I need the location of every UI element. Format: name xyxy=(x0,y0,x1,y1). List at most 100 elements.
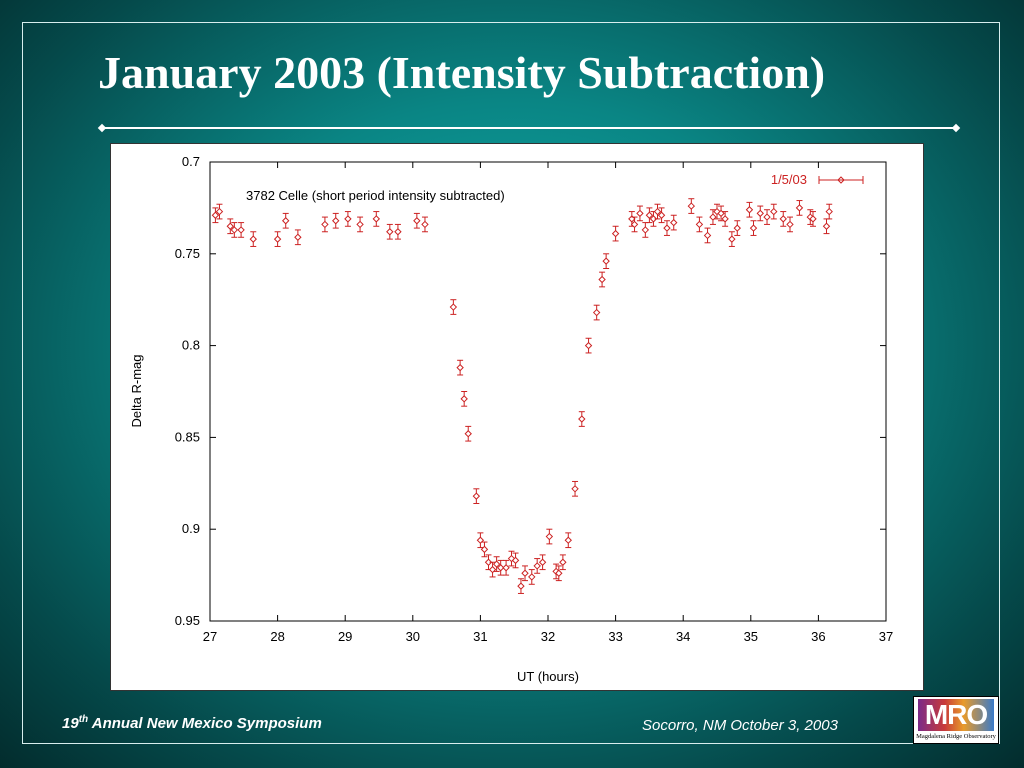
data-point xyxy=(472,488,481,504)
y-tick-label: 0.7 xyxy=(182,154,200,169)
point-marker xyxy=(344,215,352,223)
point-marker xyxy=(372,215,381,223)
data-point xyxy=(528,569,536,585)
data-point xyxy=(571,480,579,497)
point-marker xyxy=(394,228,402,236)
data-point xyxy=(273,231,282,247)
point-marker xyxy=(294,233,302,241)
legend-label: 1/5/03 xyxy=(771,172,807,187)
data-point xyxy=(822,218,831,235)
point-marker xyxy=(464,430,472,438)
data-point xyxy=(584,337,593,354)
point-marker xyxy=(538,558,547,566)
point-marker xyxy=(649,215,658,223)
data-point xyxy=(779,211,787,227)
data-point xyxy=(663,220,671,236)
point-marker xyxy=(555,569,563,577)
legend: 1/5/03 xyxy=(771,172,864,187)
data-point xyxy=(695,216,704,233)
data-point xyxy=(703,227,712,244)
point-marker xyxy=(825,207,833,216)
x-tick-label: 36 xyxy=(811,629,825,644)
data-point xyxy=(211,207,220,224)
point-marker xyxy=(230,226,239,234)
x-tick-label: 27 xyxy=(203,629,217,644)
data-point xyxy=(578,411,586,427)
point-marker xyxy=(533,562,541,570)
data-point xyxy=(592,304,601,321)
point-marker xyxy=(763,213,771,221)
point-marker xyxy=(657,211,666,219)
data-points xyxy=(211,198,833,594)
point-marker xyxy=(687,202,696,210)
point-marker xyxy=(492,560,501,568)
point-marker xyxy=(721,215,729,223)
mro-logo: MRO Magdalena Ridge Observatory xyxy=(913,696,999,744)
point-marker xyxy=(598,275,606,284)
data-point xyxy=(282,212,290,229)
point-marker xyxy=(592,308,601,317)
data-point xyxy=(294,229,302,246)
y-tick-label: 0.85 xyxy=(175,429,200,444)
point-marker xyxy=(249,235,257,243)
data-point xyxy=(502,559,510,576)
point-marker xyxy=(602,257,610,265)
point-marker xyxy=(745,206,754,214)
data-point xyxy=(545,528,554,545)
data-point xyxy=(421,216,429,233)
point-marker xyxy=(528,573,536,581)
data-point xyxy=(564,532,572,549)
data-point xyxy=(492,556,501,572)
data-point xyxy=(517,578,525,594)
point-marker xyxy=(630,220,639,229)
data-point xyxy=(484,554,493,571)
data-point xyxy=(636,205,644,222)
x-axis-label: UT (hours) xyxy=(517,669,579,684)
y-tick-label: 0.9 xyxy=(182,521,200,536)
logo-letters: MRO xyxy=(918,699,994,731)
point-marker xyxy=(822,222,831,230)
y-tick-label: 0.95 xyxy=(175,613,200,628)
point-marker xyxy=(226,222,234,230)
point-marker xyxy=(480,545,489,554)
data-point xyxy=(645,207,654,224)
point-marker xyxy=(282,217,290,225)
y-tick-label: 0.8 xyxy=(182,338,200,353)
point-marker xyxy=(421,220,429,229)
x-tick-label: 30 xyxy=(406,629,420,644)
x-tick-label: 31 xyxy=(473,629,487,644)
point-marker xyxy=(786,220,794,229)
point-marker xyxy=(273,235,282,243)
data-point xyxy=(795,200,804,216)
x-ticks: 27 28 29 30 31 32 33 34 35 36 37 xyxy=(203,162,893,644)
point-marker xyxy=(571,485,579,493)
point-marker xyxy=(511,556,520,565)
point-marker xyxy=(695,220,704,229)
data-point xyxy=(321,216,329,233)
point-marker xyxy=(545,532,554,541)
data-point xyxy=(602,253,610,269)
data-point xyxy=(733,220,741,236)
x-tick-label: 33 xyxy=(608,629,622,644)
data-point xyxy=(386,223,394,240)
data-point xyxy=(770,203,778,220)
data-point xyxy=(749,220,758,236)
data-point xyxy=(687,198,696,214)
data-point xyxy=(630,216,639,233)
point-marker xyxy=(733,224,741,232)
point-marker xyxy=(559,558,567,566)
point-marker xyxy=(770,207,778,216)
point-marker xyxy=(645,211,654,219)
point-marker xyxy=(728,235,736,243)
data-point xyxy=(237,222,245,238)
point-marker xyxy=(321,220,329,229)
point-marker xyxy=(795,204,804,212)
data-point xyxy=(533,558,541,574)
point-marker xyxy=(332,217,340,225)
footer-left-text: Annual New Mexico Symposium xyxy=(88,715,322,732)
point-marker xyxy=(449,303,458,311)
data-point xyxy=(825,203,833,220)
slide-frame xyxy=(22,22,1000,744)
point-marker xyxy=(653,207,662,216)
data-point xyxy=(538,554,547,571)
